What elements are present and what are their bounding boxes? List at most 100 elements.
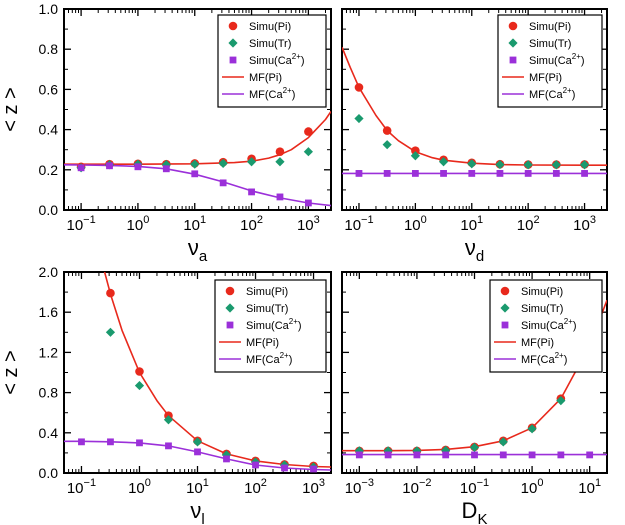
- data-point-Simu(Ca2+): [468, 170, 476, 177]
- x-axis-subscript: K: [477, 511, 487, 525]
- x-tick-label: 10−1: [66, 214, 95, 234]
- legend-text: Simu(Ca: [529, 55, 573, 67]
- data-point-Simu(Tr): [382, 140, 392, 150]
- x-axis-symbol: ν: [465, 235, 476, 260]
- x-axis-label: νl: [190, 498, 204, 525]
- x-tick-base: 10: [521, 480, 538, 497]
- x-tick-base: 10: [183, 217, 200, 234]
- data-point-Simu(Ca2+): [194, 448, 201, 456]
- x-tick-exponent: 0: [143, 214, 149, 226]
- data-point-Simu(Ca2+): [384, 451, 392, 459]
- data-point-Simu(Pi): [275, 147, 285, 157]
- legend: Simu(Pi)Simu(Tr)Simu(Ca2+)MF(Pi)MF(Ca2+): [497, 14, 603, 108]
- x-tick-label: 10−1: [460, 477, 489, 497]
- legend-label: Simu(Pi): [521, 286, 563, 298]
- legend-marker: [229, 56, 237, 64]
- legend-marker: [500, 303, 510, 313]
- x-tick-exponent: 1: [477, 214, 483, 226]
- data-point-Simu(Ca2+): [581, 170, 588, 177]
- x-tick-exponent: 3: [319, 477, 325, 489]
- x-tick-exponent: 3: [590, 214, 596, 226]
- data-point-Simu(Tr): [134, 380, 145, 391]
- data-layer: [64, 111, 331, 207]
- y-tick-label: 1.2: [39, 344, 59, 360]
- x-tick-base: 10: [344, 217, 361, 234]
- legend: Simu(Pi)Simu(Tr)Simu(Ca2+)MF(Pi)MF(Ca2+): [214, 279, 327, 373]
- data-point-Simu(Ca2+): [165, 442, 172, 450]
- data-point-Simu(Ca2+): [496, 170, 504, 177]
- data-point-Simu(Tr): [221, 450, 232, 460]
- data-point-Simu(Ca2+): [524, 170, 532, 177]
- chart-panel-top-right: 10−1 100 101 102 103νdSimu(Pi)Simu(Tr)Simu(C…: [341, 8, 608, 265]
- x-tick-exponent: 2: [261, 477, 267, 489]
- legend-superscript: 2+: [280, 351, 289, 360]
- data-point-Simu(Tr): [275, 157, 285, 167]
- legend-label: MF(Ca2+): [249, 86, 295, 101]
- y-tick-label: 0.0: [39, 465, 59, 481]
- legend-text-end: ): [572, 89, 576, 101]
- legend-text-end: ): [289, 354, 293, 366]
- legend-label: Simu(Tr): [521, 303, 563, 315]
- data-point-Simu(Tr): [495, 159, 505, 170]
- legend-superscript: 2+: [283, 86, 292, 95]
- data-point-Simu(Tr): [579, 160, 590, 170]
- legend-marker: [509, 56, 517, 64]
- data-point-Simu(Ca2+): [281, 464, 288, 472]
- data-point-Simu(Pi): [411, 146, 420, 156]
- legend-label: MF(Pi): [246, 337, 279, 349]
- data-point-Simu(Tr): [556, 396, 566, 406]
- data-point-Simu(Ca2+): [78, 438, 85, 446]
- data-point-Simu(Ca2+): [528, 451, 536, 459]
- x-tick-label: 102: [240, 214, 263, 234]
- data-point-Simu(Tr): [438, 157, 449, 167]
- x-tick-exponent: 1: [203, 477, 209, 489]
- x-axis-label: νd: [465, 235, 484, 265]
- legend-label: Simu(Ca2+): [249, 52, 305, 67]
- x-axis-symbol: ν: [188, 235, 199, 260]
- x-tick-base: 10: [402, 480, 419, 497]
- legend-text: Simu(Ca: [246, 320, 290, 332]
- data-point-Simu(Tr): [190, 159, 200, 169]
- x-tick-base: 10: [127, 217, 144, 234]
- x-tick-exponent: 1: [200, 214, 206, 226]
- y-axis-label: < z >: [0, 350, 22, 394]
- x-tick-base: 10: [578, 480, 595, 497]
- legend-label: MF(Ca2+): [521, 351, 567, 366]
- data-point-Simu(Tr): [218, 158, 228, 168]
- x-tick-label: 101: [186, 477, 209, 497]
- data-point-Simu(Tr): [412, 446, 422, 456]
- legend-marker: [500, 286, 510, 296]
- data-point-Simu(Ca2+): [107, 438, 114, 446]
- legend-box: [489, 279, 603, 373]
- data-point-Simu(Tr): [441, 445, 451, 455]
- data-point-Simu(Tr): [192, 437, 203, 447]
- x-tick-base: 10: [66, 217, 83, 234]
- data-point-Simu(Tr): [354, 113, 364, 124]
- legend-text: MF(Ca: [246, 354, 280, 366]
- data-point-Simu(Ca2+): [304, 199, 312, 207]
- legend-label: Simu(Ca2+): [246, 317, 302, 332]
- chart-panel-bottom-right: 10−3 10−2 10−1 100 101DKSimu(Pi)Simu(Tr)Simu…: [341, 271, 608, 525]
- legend-label: Simu(Tr): [249, 38, 291, 50]
- y-tick-label: 0.6: [39, 81, 59, 97]
- data-point-Simu(Tr): [105, 327, 116, 337]
- data-point-Simu(Ca2+): [383, 170, 391, 177]
- x-axis-label: νa: [188, 235, 208, 265]
- y-tick-label: 0.4: [39, 425, 59, 441]
- x-tick-base: 10: [517, 217, 534, 234]
- series-line-MF(Pi): [342, 46, 607, 166]
- legend-superscript: 2+: [563, 86, 572, 95]
- x-tick-base: 10: [460, 480, 477, 497]
- legend: Simu(Pi)Simu(Tr)Simu(Ca2+)MF(Pi)MF(Ca2+): [489, 279, 603, 373]
- x-tick-label: 103: [573, 214, 596, 234]
- legend-marker: [225, 303, 235, 313]
- x-tick-exponent: 3: [314, 214, 320, 226]
- data-point-Simu(Pi): [106, 288, 115, 298]
- data-point-Simu(Ca2+): [442, 451, 450, 459]
- x-tick-label: 102: [244, 477, 267, 497]
- legend-marker: [501, 321, 509, 329]
- x-axis-symbol: D: [462, 498, 478, 523]
- y-tick-label: 0.8: [39, 41, 59, 57]
- x-tick-exponent: 1: [595, 477, 601, 489]
- legend-label: MF(Pi): [521, 337, 554, 349]
